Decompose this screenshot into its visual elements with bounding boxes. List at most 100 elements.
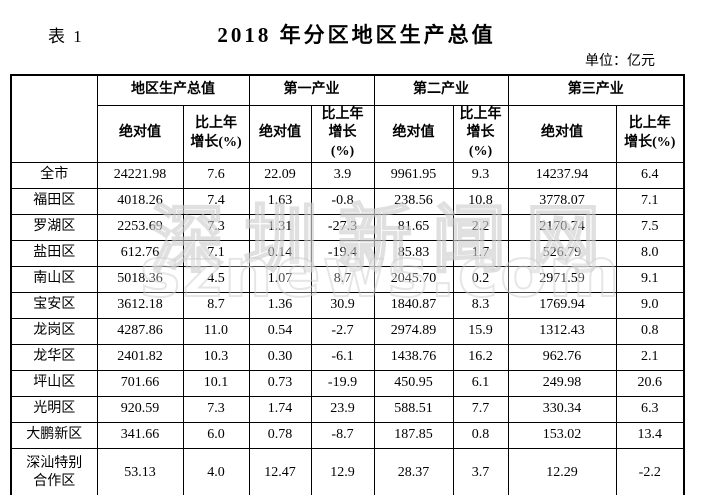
value-cell: 11.0 [182, 318, 250, 346]
value-cell: 187.85 [373, 422, 454, 450]
value-cell: 0.54 [248, 318, 312, 346]
value-cell: 8.0 [615, 240, 685, 268]
subheader-growth: 比上年增长(%) [310, 104, 375, 164]
value-cell: 5018.36 [96, 266, 184, 294]
table-row: 龙华区 2401.82 10.3 0.30 -6.1 1438.76 16.2 962.76 2… [10, 344, 685, 372]
district-name: 大鹏新区 [10, 422, 98, 450]
value-cell: 13.4 [615, 422, 685, 450]
header-sub-row: 绝对值 比上年增长(%) 绝对值 比上年增长(%) 绝对值 比上年增长(%) 绝… [11, 104, 685, 164]
value-cell: 450.95 [373, 370, 454, 398]
table-label: 表 1 [48, 27, 84, 46]
district-name: 罗湖区 [10, 214, 98, 242]
value-cell: 249.98 [507, 370, 617, 398]
value-cell: 4.5 [182, 266, 250, 294]
value-cell: 30.9 [310, 292, 375, 320]
district-name: 南山区 [10, 266, 98, 294]
value-cell: -19.9 [310, 370, 375, 398]
value-cell: 16.2 [452, 344, 509, 372]
value-cell: 10.3 [182, 344, 250, 372]
value-cell: 0.8 [452, 422, 509, 450]
value-cell: 10.8 [452, 188, 509, 216]
value-cell: 12.29 [507, 448, 617, 495]
value-cell: -6.1 [310, 344, 375, 372]
corner-cell [10, 74, 98, 164]
value-cell: 2971.59 [507, 266, 617, 294]
value-cell: 0.2 [452, 266, 509, 294]
value-cell: 2974.89 [373, 318, 454, 346]
value-cell: 6.3 [615, 396, 685, 424]
value-cell: 701.66 [96, 370, 184, 398]
value-cell: 1312.43 [507, 318, 617, 346]
table-row: 深汕特别合作区 53.13 4.0 12.47 12.9 28.37 3.7 12.29 -2.… [10, 448, 685, 495]
value-cell: 1769.94 [507, 292, 617, 320]
value-cell: 1.31 [248, 214, 312, 242]
table-row: 大鹏新区 341.66 6.0 0.78 -8.7 187.85 0.8 153.02 13.4 [10, 422, 685, 450]
value-cell: 4.0 [182, 448, 250, 495]
value-cell: 2.1 [615, 344, 685, 372]
value-cell: 15.9 [452, 318, 509, 346]
value-cell: 588.51 [373, 396, 454, 424]
district-name: 盐田区 [10, 240, 98, 268]
subheader-absolute: 绝对值 [373, 104, 454, 164]
value-cell: 3612.18 [96, 292, 184, 320]
group-header-gdp: 地区生产总值 [96, 74, 250, 106]
table-row: 全市 24221.98 7.6 22.09 3.9 9961.95 9.3 14237.94 6… [10, 162, 685, 190]
district-name: 坪山区 [10, 370, 98, 398]
table-row: 宝安区 3612.18 8.7 1.36 30.9 1840.87 8.3 1769.94 9.… [10, 292, 685, 320]
value-cell: 22.09 [248, 162, 312, 190]
value-cell: 0.14 [248, 240, 312, 268]
value-cell: 7.7 [452, 396, 509, 424]
district-name: 光明区 [10, 396, 98, 424]
value-cell: 2401.82 [96, 344, 184, 372]
group-header-secondary-industry: 第二产业 [373, 74, 509, 106]
group-header-tertiary-industry: 第三产业 [507, 74, 685, 106]
value-cell: 8.7 [182, 292, 250, 320]
value-cell: 14237.94 [507, 162, 617, 190]
district-name: 全市 [10, 162, 98, 190]
district-name: 宝安区 [10, 292, 98, 320]
value-cell: 8.3 [452, 292, 509, 320]
value-cell: 85.83 [373, 240, 454, 268]
value-cell: 2170.74 [507, 214, 617, 242]
subheader-growth: 比上年增长(%) [182, 104, 250, 164]
value-cell: 1438.76 [373, 344, 454, 372]
value-cell: -2.7 [310, 318, 375, 346]
value-cell: 12.47 [248, 448, 312, 495]
subheader-absolute: 绝对值 [96, 104, 184, 164]
value-cell: 7.5 [615, 214, 685, 242]
value-cell: 1840.87 [373, 292, 454, 320]
subheader-growth: 比上年增长(%) [452, 104, 509, 164]
value-cell: 238.56 [373, 188, 454, 216]
gdp-table: 地区生产总值 第一产业 第二产业 第三产业 绝对值 比上年增长(%) 绝对值 比… [10, 74, 685, 495]
value-cell: 3.7 [452, 448, 509, 495]
value-cell: 9961.95 [373, 162, 454, 190]
value-cell: 7.1 [182, 240, 250, 268]
subheader-growth: 比上年增长(%) [615, 104, 685, 164]
value-cell: 330.34 [507, 396, 617, 424]
value-cell: 1.63 [248, 188, 312, 216]
value-cell: 1.7 [452, 240, 509, 268]
value-cell: 4018.26 [96, 188, 184, 216]
value-cell: 9.1 [615, 266, 685, 294]
value-cell: 81.65 [373, 214, 454, 242]
value-cell: 12.9 [310, 448, 375, 495]
district-name: 福田区 [10, 188, 98, 216]
value-cell: 0.30 [248, 344, 312, 372]
table-row: 盐田区 612.76 7.1 0.14 -19.4 85.83 1.7 526.79 8.0 [10, 240, 685, 268]
value-cell: 341.66 [96, 422, 184, 450]
value-cell: -8.7 [310, 422, 375, 450]
group-header-primary-industry: 第一产业 [248, 74, 375, 106]
table-row: 光明区 920.59 7.3 1.74 23.9 588.51 7.7 330.34 6.3 [10, 396, 685, 424]
value-cell: 8.7 [310, 266, 375, 294]
page-title: 2018 年分区地区生产总值 [217, 23, 496, 47]
value-cell: 1.36 [248, 292, 312, 320]
table-row: 福田区 4018.26 7.4 1.63 -0.8 238.56 10.8 3778.07 7.… [10, 188, 685, 216]
value-cell: 7.6 [182, 162, 250, 190]
value-cell: 28.37 [373, 448, 454, 495]
value-cell: 3.9 [310, 162, 375, 190]
value-cell: 9.0 [615, 292, 685, 320]
value-cell: -2.2 [615, 448, 685, 495]
value-cell: 4287.86 [96, 318, 184, 346]
unit-note: 单位：亿元 [585, 54, 655, 69]
